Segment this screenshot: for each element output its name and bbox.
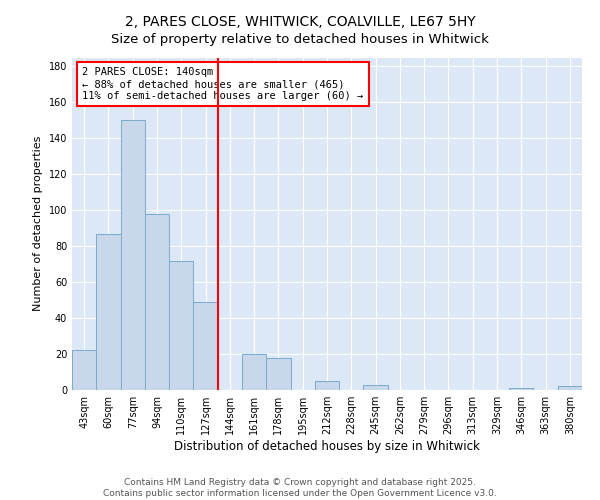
Bar: [169, 260, 193, 390]
Bar: [96, 234, 121, 390]
Bar: [364, 384, 388, 390]
Bar: [72, 350, 96, 390]
Bar: [558, 386, 582, 390]
Bar: [242, 354, 266, 390]
Text: Contains HM Land Registry data © Crown copyright and database right 2025.
Contai: Contains HM Land Registry data © Crown c…: [103, 478, 497, 498]
Bar: [145, 214, 169, 390]
Text: 2 PARES CLOSE: 140sqm
← 88% of detached houses are smaller (465)
11% of semi-det: 2 PARES CLOSE: 140sqm ← 88% of detached …: [82, 68, 364, 100]
Bar: [315, 381, 339, 390]
Bar: [509, 388, 533, 390]
Y-axis label: Number of detached properties: Number of detached properties: [33, 136, 43, 312]
X-axis label: Distribution of detached houses by size in Whitwick: Distribution of detached houses by size …: [174, 440, 480, 453]
Text: 2, PARES CLOSE, WHITWICK, COALVILLE, LE67 5HY: 2, PARES CLOSE, WHITWICK, COALVILLE, LE6…: [125, 15, 475, 29]
Bar: [266, 358, 290, 390]
Bar: [121, 120, 145, 390]
Text: Size of property relative to detached houses in Whitwick: Size of property relative to detached ho…: [111, 32, 489, 46]
Bar: [193, 302, 218, 390]
